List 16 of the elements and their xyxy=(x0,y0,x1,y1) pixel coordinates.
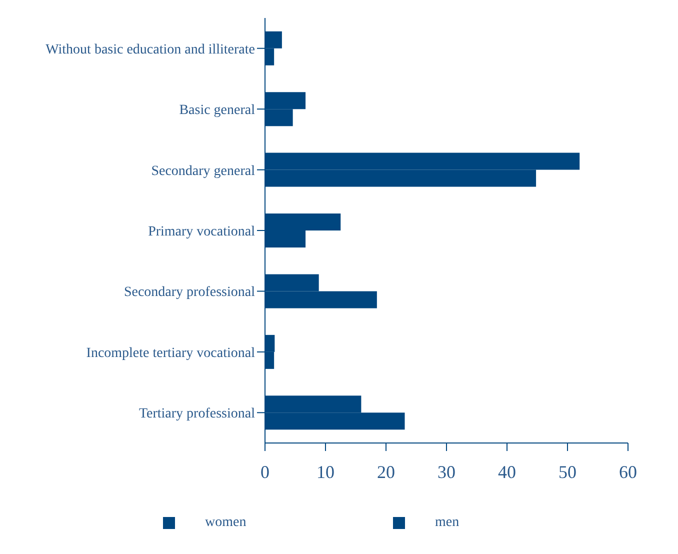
x-tick-label: 30 xyxy=(438,462,456,482)
x-tick-label: 20 xyxy=(377,462,395,482)
y-tick-label: Secondary professional xyxy=(124,285,256,300)
x-tick-label: 60 xyxy=(619,462,637,482)
legend-label: men xyxy=(435,515,460,531)
x-tick-label: 0 xyxy=(260,462,270,482)
legend-label: women xyxy=(205,515,246,531)
y-tick-label: Tertiary professional xyxy=(138,406,256,422)
y-tick-label: Secondary general xyxy=(151,164,256,179)
x-tick-label: 10 xyxy=(316,462,334,482)
x-tick-label: 50 xyxy=(558,462,576,482)
y-tick-label: Without basic education and illiterate xyxy=(46,42,255,58)
y-tick-label: Primary vocational xyxy=(148,224,256,240)
y-tick-label: Basic general xyxy=(179,103,256,118)
x-tick-label: 40 xyxy=(498,462,516,482)
y-tick-label: Incomplete tertiary vocational xyxy=(86,346,256,361)
